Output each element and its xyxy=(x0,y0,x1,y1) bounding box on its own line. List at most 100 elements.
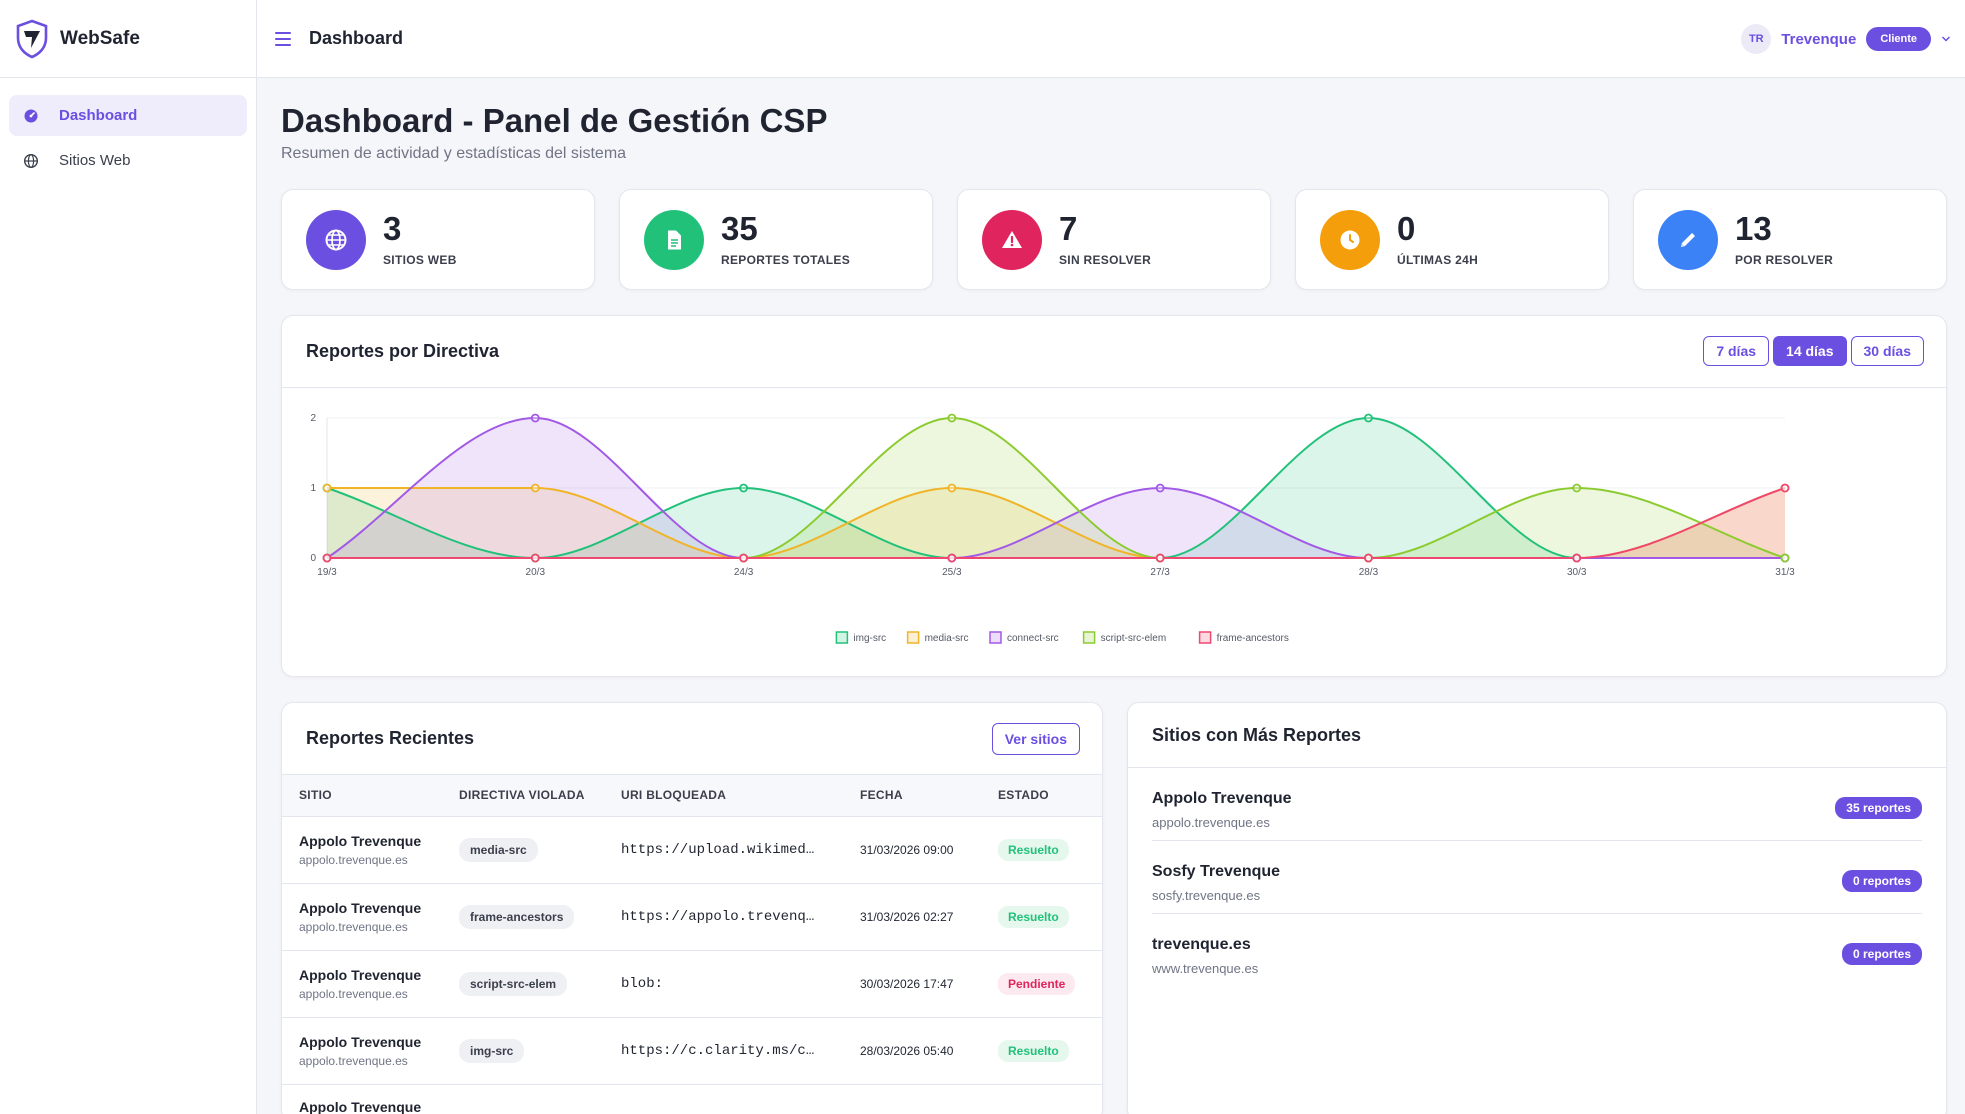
blocked-uri: https://upload.wikimed… xyxy=(621,841,815,858)
role-badge: Cliente xyxy=(1866,27,1931,51)
table-row[interactable]: Appolo Trevenque appolo.trevenque.es fram… xyxy=(282,883,1102,951)
sidebar-item-sitios-web[interactable]: Sitios Web xyxy=(9,140,247,181)
stat-value: 13 xyxy=(1735,210,1772,247)
ver-sitios-button[interactable]: Ver sitios xyxy=(991,723,1080,755)
menu-toggle-icon[interactable] xyxy=(275,31,291,46)
table-row[interactable]: Appolo Trevenque xyxy=(282,1084,1102,1114)
site-name: Appolo Trevenque xyxy=(299,1033,422,1050)
data-point xyxy=(1364,553,1373,563)
brand[interactable]: WebSafe xyxy=(0,0,256,78)
table-row[interactable]: Appolo Trevenque appolo.trevenque.es medi… xyxy=(282,816,1102,884)
stat-label: SITIOS WEB xyxy=(383,253,457,267)
directive-chart-card: Reportes por Directiva 7 días 14 días 30… xyxy=(281,315,1947,677)
data-point xyxy=(322,553,332,563)
stat-value: 35 xyxy=(721,210,758,247)
stat-label: SIN RESOLVER xyxy=(1059,253,1152,267)
series-line-frame-ancestors xyxy=(326,487,1786,559)
data-point xyxy=(1155,553,1165,563)
sidebar: WebSafe Dashboard Sitios Web xyxy=(0,0,257,1114)
top-sites-card: Sitios con Más Reportes Appolo Trevenque… xyxy=(1127,702,1947,1114)
site-name: Appolo Trevenque xyxy=(299,966,422,983)
site-domain: appolo.trevenque.es xyxy=(299,1053,408,1068)
report-count-badge: 35 reportes xyxy=(1835,797,1922,819)
status-badge: Resuelto xyxy=(998,838,1069,861)
sidebar-item-dashboard[interactable]: Dashboard xyxy=(9,95,247,136)
x-tick-label: 31/3 xyxy=(1775,567,1795,578)
column-header[interactable]: ESTADO xyxy=(981,775,1102,817)
table-row[interactable]: Appolo Trevenque appolo.trevenque.es img-… xyxy=(282,1017,1102,1085)
stats-row: 3 SITIOS WEB 35 REPORTES TOTALES 7 SIN R… xyxy=(281,189,1947,290)
directive-area-chart: 19/3 20/3 24/3 25/3 27/3 28/3 30/3 31/3 0 1 2 img… xyxy=(310,413,1795,644)
user-name: Trevenque xyxy=(1781,30,1857,48)
brand-name: WebSafe xyxy=(60,27,140,49)
site-domain: appolo.trevenque.es xyxy=(299,852,408,867)
warning-icon xyxy=(982,209,1042,270)
stat-value: 0 xyxy=(1397,210,1416,247)
page-subtitle: Resumen de actividad y estadísticas del … xyxy=(281,145,627,162)
column-header[interactable]: URI BLOQUEADA xyxy=(604,775,843,817)
x-tick-label: 30/3 xyxy=(1567,567,1587,578)
legend-swatch xyxy=(906,631,920,644)
user-menu[interactable]: TR Trevenque Cliente xyxy=(1741,24,1951,54)
data-point xyxy=(322,483,332,493)
card-title: Reportes Recientes xyxy=(306,728,475,748)
reports-table: SITIO DIRECTIVA VIOLADA URI BLOQUEADA FE… xyxy=(282,775,1102,1114)
chevron-down-icon[interactable] xyxy=(1941,34,1951,44)
series-area-frame-ancestors xyxy=(327,488,1785,558)
list-item[interactable]: trevenque.es www.trevenque.es 0 reportes xyxy=(1152,914,1922,987)
list-item[interactable]: Sosfy Trevenque sosfy.trevenque.es 0 rep… xyxy=(1152,841,1922,914)
sidebar-nav: Dashboard Sitios Web xyxy=(0,78,256,202)
site-name: Appolo Trevenque xyxy=(1152,790,1292,807)
column-header[interactable]: FECHA xyxy=(843,775,981,817)
legend-label: frame-ancestors xyxy=(1217,633,1289,644)
legend-swatch xyxy=(835,631,849,644)
legend-swatch xyxy=(1198,631,1212,644)
directive-badge: script-src-elem xyxy=(459,971,568,996)
blocked-uri: blob: xyxy=(621,975,664,992)
stat-label: REPORTES TOTALES xyxy=(721,253,851,267)
x-tick-label: 20/3 xyxy=(526,567,546,578)
data-point xyxy=(1364,413,1373,423)
stat-label: POR RESOLVER xyxy=(1735,253,1834,267)
directive-badge: img-src xyxy=(459,1038,525,1063)
site-domain: appolo.trevenque.es xyxy=(299,919,408,934)
top-header: Dashboard TR Trevenque Cliente xyxy=(257,0,1965,78)
site-domain: sosfy.trevenque.es xyxy=(1152,888,1261,903)
site-domain: appolo.trevenque.es xyxy=(299,986,408,1001)
report-date: 28/03/2026 05:40 xyxy=(860,1043,954,1058)
directive-badge: media-src xyxy=(459,837,538,862)
table-header-row: SITIO DIRECTIVA VIOLADA URI BLOQUEADA FE… xyxy=(282,775,1102,817)
site-domain: appolo.trevenque.es xyxy=(1152,815,1270,830)
data-point xyxy=(1780,553,1790,563)
x-tick-label: 28/3 xyxy=(1359,567,1379,578)
avatar: TR xyxy=(1741,24,1772,54)
data-point xyxy=(739,483,748,493)
card-title: Sitios con Más Reportes xyxy=(1152,724,1362,745)
stat-card-por-resolver: 13 POR RESOLVER xyxy=(1633,189,1947,290)
recent-reports-card: Reportes Recientes Ver sitios SITIO DIRE… xyxy=(281,702,1103,1114)
y-tick-label: 0 xyxy=(310,553,316,564)
range-7-dias-button[interactable]: 7 días xyxy=(1703,336,1770,366)
range-30-dias-button[interactable]: 30 días xyxy=(1850,336,1924,366)
list-item[interactable]: Appolo Trevenque appolo.trevenque.es 35 … xyxy=(1152,768,1922,841)
data-point xyxy=(947,413,957,423)
x-tick-label: 24/3 xyxy=(734,567,754,578)
globe-icon xyxy=(306,209,366,270)
data-point xyxy=(1572,553,1582,563)
column-header[interactable]: SITIO xyxy=(282,775,442,817)
stat-label: ÚLTIMAS 24H xyxy=(1397,253,1479,267)
blocked-uri: https://appolo.trevenq… xyxy=(621,908,815,925)
range-selector: 7 días 14 días 30 días xyxy=(1703,336,1924,366)
range-14-dias-button[interactable]: 14 días xyxy=(1773,336,1847,366)
document-icon xyxy=(644,209,704,270)
data-point xyxy=(530,413,540,423)
legend-swatch xyxy=(989,631,1002,644)
x-tick-label: 25/3 xyxy=(942,567,962,578)
stat-card-reportes: 35 REPORTES TOTALES xyxy=(619,189,933,290)
column-header[interactable]: DIRECTIVA VIOLADA xyxy=(442,775,604,817)
report-date: 31/03/2026 02:27 xyxy=(860,909,954,924)
shield-logo-icon xyxy=(16,19,48,58)
legend-label: img-src xyxy=(853,633,886,644)
table-row[interactable]: Appolo Trevenque appolo.trevenque.es scri… xyxy=(282,950,1102,1018)
stat-card-ultimas-24h: 0 ÚLTIMAS 24H xyxy=(1295,189,1609,290)
